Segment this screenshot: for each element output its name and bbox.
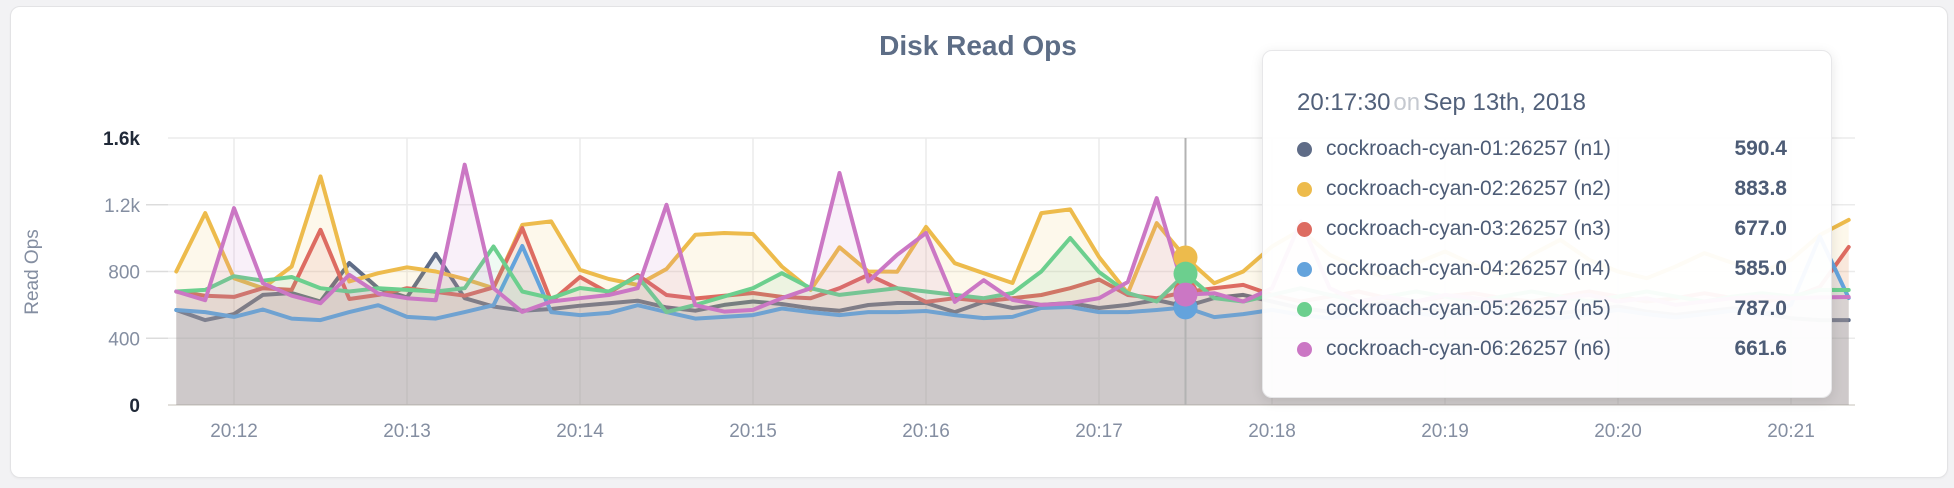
hover-point-n5 — [1173, 261, 1198, 286]
y-tick-label: 400 — [108, 329, 140, 350]
y-tick-label: 800 — [108, 263, 140, 284]
x-tick-label: 20:21 — [1767, 421, 1815, 442]
tooltip-series-row: cockroach-cyan-05:26257 (n5) 787.0 — [1297, 289, 1787, 329]
tooltip-connector: on — [1393, 89, 1421, 116]
hover-tooltip: 20:17:30 on Sep 13th, 2018 cockroach-cyan-… — [1262, 50, 1832, 398]
tooltip-series-row: cockroach-cyan-01:26257 (n1) 590.4 — [1297, 129, 1787, 169]
series-name: cockroach-cyan-06:26257 (n6) — [1326, 337, 1611, 360]
series-value: 677.0 — [1734, 217, 1787, 240]
y-tick-label: 1.2k — [104, 196, 140, 217]
series-value: 590.4 — [1734, 137, 1787, 160]
series-color-dot — [1297, 181, 1312, 197]
x-tick-label: 20:13 — [383, 421, 431, 442]
x-tick-label: 20:12 — [210, 421, 258, 442]
x-tick-label: 20:20 — [1594, 421, 1642, 442]
x-tick-label: 20:17 — [1075, 421, 1123, 442]
series-name: cockroach-cyan-04:26257 (n4) — [1326, 257, 1611, 280]
y-tick-label: 0 — [129, 396, 140, 417]
x-tick-label: 20:19 — [1421, 421, 1469, 442]
tooltip-header: 20:17:30 on Sep 13th, 2018 — [1297, 89, 1787, 117]
chart-title: Disk Read Ops — [879, 30, 1077, 61]
series-color-dot — [1297, 141, 1312, 157]
tooltip-series-row: cockroach-cyan-03:26257 (n3) 677.0 — [1297, 209, 1787, 249]
series-color-dot — [1297, 261, 1312, 277]
tooltip-series-row: cockroach-cyan-02:26257 (n2) 883.8 — [1297, 169, 1787, 209]
tooltip-time: 20:17:30 — [1297, 89, 1391, 116]
tooltip-series-row: cockroach-cyan-06:26257 (n6) 661.6 — [1297, 329, 1787, 369]
x-tick-label: 20:15 — [729, 421, 777, 442]
tooltip-date: Sep 13th, 2018 — [1423, 89, 1586, 116]
tooltip-legend: cockroach-cyan-01:26257 (n1) 590.4 cockroa… — [1297, 129, 1787, 369]
y-tick-label: 1.6k — [103, 129, 140, 150]
series-value: 661.6 — [1734, 337, 1787, 360]
series-value: 787.0 — [1734, 297, 1787, 320]
series-color-dot — [1297, 341, 1312, 357]
series-name: cockroach-cyan-03:26257 (n3) — [1326, 217, 1611, 240]
hover-point-n6 — [1173, 282, 1198, 307]
x-tick-label: 20:14 — [556, 421, 604, 442]
series-color-dot — [1297, 221, 1312, 237]
series-name: cockroach-cyan-01:26257 (n1) — [1326, 137, 1611, 160]
x-tick-label: 20:18 — [1248, 421, 1296, 442]
series-name: cockroach-cyan-05:26257 (n5) — [1326, 297, 1611, 320]
series-name: cockroach-cyan-02:26257 (n2) — [1326, 177, 1611, 200]
x-tick-label: 20:16 — [902, 421, 950, 442]
tooltip-series-row: cockroach-cyan-04:26257 (n4) 585.0 — [1297, 249, 1787, 289]
series-value: 883.8 — [1734, 177, 1787, 200]
series-value: 585.0 — [1734, 257, 1787, 280]
series-color-dot — [1297, 301, 1312, 317]
